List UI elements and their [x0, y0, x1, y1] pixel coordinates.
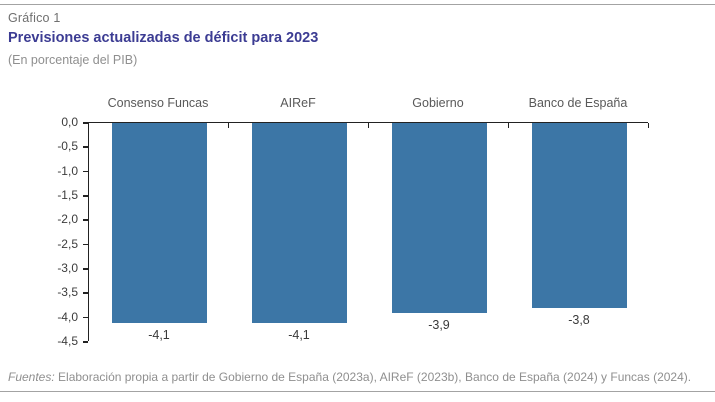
- bar-value-label: -4,1: [288, 327, 310, 342]
- y-axis-ticks: [83, 122, 88, 343]
- y-axis-tick-label: -2,5: [57, 236, 78, 251]
- y-axis-tick-label: -2,0: [57, 212, 78, 227]
- plot-area: -4,1 -4,1 -3,9 -3,8: [88, 122, 649, 342]
- chart-subtitle: (En porcentaje del PIB): [8, 53, 138, 67]
- y-axis-tick: [83, 341, 88, 343]
- y-axis-tick-label: -3,5: [57, 285, 78, 300]
- y-axis-tick-label: -1,0: [57, 163, 78, 178]
- y-axis-tick: [83, 219, 88, 221]
- y-axis-tick: [83, 292, 88, 294]
- x-axis-tick: [647, 123, 649, 128]
- y-axis-tick-label: -4,0: [57, 309, 78, 324]
- category-labels: Consenso Funcas AIReF Gobierno Banco de Esp…: [88, 96, 648, 112]
- y-axis-tick-label: -4,5: [57, 334, 78, 348]
- bar: [391, 123, 487, 313]
- category-label: Gobierno: [412, 96, 464, 110]
- bar-value-label: -4,1: [148, 327, 170, 342]
- category-label: Banco de España: [528, 96, 628, 110]
- top-rule: [0, 4, 715, 5]
- bar: [111, 123, 207, 323]
- y-axis-tick-label: -1,5: [57, 188, 78, 202]
- x-axis-tick: [367, 123, 369, 128]
- y-axis-tick-label: -0,5: [57, 139, 78, 154]
- figure-label: Gráfico 1: [8, 11, 61, 25]
- y-axis-tick: [83, 170, 88, 173]
- x-axis-tick: [227, 123, 229, 128]
- y-axis-tick: [83, 195, 88, 197]
- bar: [531, 123, 627, 308]
- sources-label: Fuentes:: [8, 370, 55, 384]
- y-axis-labels: 0,0 -0,5 -1,0 -1,5 -2,0 -2,5 -3,0 -3,5 -4,0 -4,5: [18, 115, 78, 348]
- y-axis-tick: [83, 268, 88, 270]
- bar: [251, 123, 347, 323]
- bottom-rule: [0, 391, 715, 392]
- category-label: AIReF: [280, 96, 316, 110]
- y-axis-tick-label: -3,0: [57, 261, 78, 275]
- bar-value-label: -3,8: [568, 312, 590, 327]
- x-axis-tick: [507, 123, 509, 128]
- chart-title: Previsiones actualizadas de déficit para…: [8, 30, 319, 46]
- y-axis-tick: [83, 122, 88, 124]
- y-axis-tick-label: 0,0: [61, 115, 78, 129]
- y-axis-tick: [83, 316, 88, 319]
- category-label: Consenso Funcas: [107, 96, 209, 110]
- sources-text: Elaboración propia a partir de Gobierno …: [54, 370, 692, 384]
- y-axis-tick: [83, 243, 88, 246]
- y-axis-tick: [83, 146, 88, 148]
- bar-value-label: -3,9: [428, 317, 450, 332]
- sources-note: Fuentes: Elaboración propia a partir de …: [8, 370, 708, 384]
